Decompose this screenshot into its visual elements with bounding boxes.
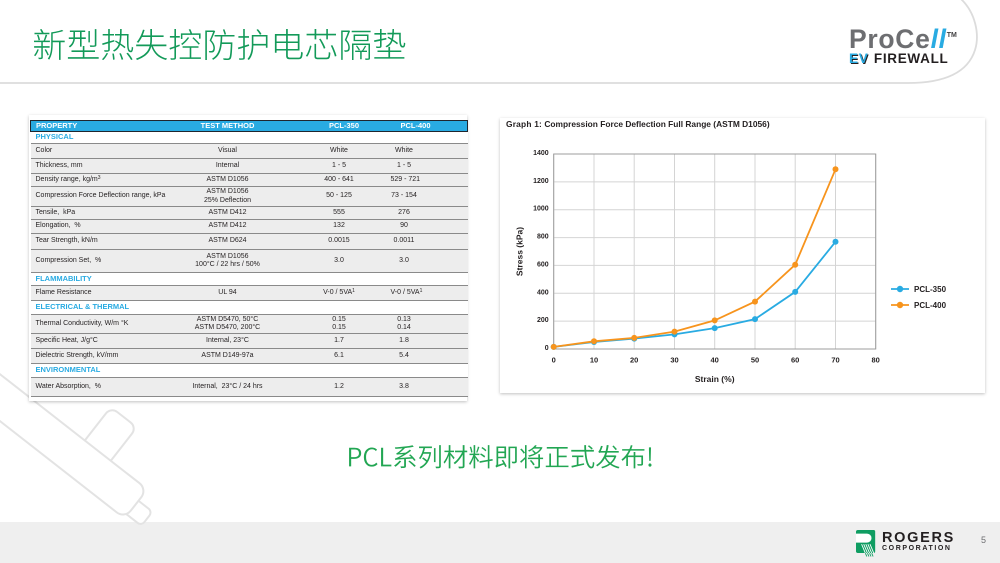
svg-text:Stress (kPa): Stress (kPa): [515, 227, 525, 276]
svg-text:800: 800: [537, 234, 549, 241]
svg-text:50: 50: [751, 356, 759, 365]
svg-text:10: 10: [590, 356, 598, 365]
svg-text:200: 200: [537, 317, 549, 324]
svg-text:70: 70: [831, 356, 839, 365]
svg-text:30: 30: [670, 356, 678, 365]
svg-text:40: 40: [711, 356, 719, 365]
svg-text:0: 0: [552, 356, 556, 365]
svg-text:400: 400: [537, 289, 549, 296]
svg-text:PCL-350: PCL-350: [914, 285, 947, 294]
svg-text:60: 60: [791, 356, 799, 365]
svg-text:0: 0: [545, 345, 549, 352]
svg-text:1000: 1000: [533, 206, 549, 213]
svg-text:PCL-400: PCL-400: [914, 301, 947, 310]
svg-text:80: 80: [872, 356, 880, 365]
svg-text:1400: 1400: [533, 150, 549, 157]
svg-text:Strain (%): Strain (%): [695, 374, 735, 384]
svg-text:600: 600: [537, 261, 549, 268]
svg-text:1200: 1200: [533, 178, 549, 185]
svg-text:20: 20: [630, 356, 638, 365]
